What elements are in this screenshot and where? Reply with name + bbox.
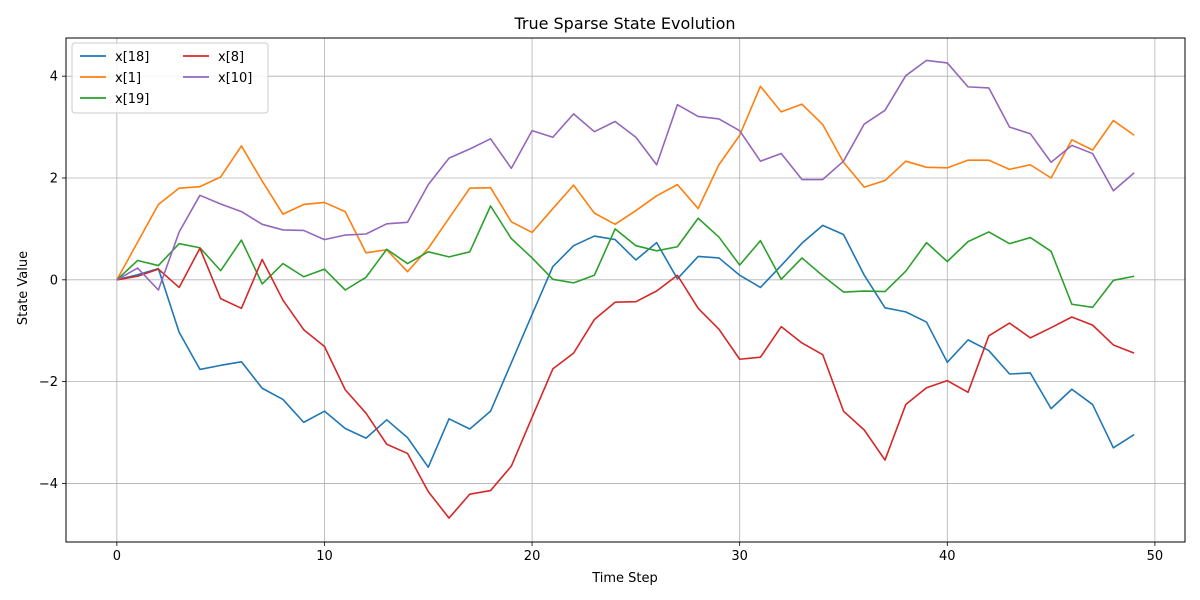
chart-title: True Sparse State Evolution xyxy=(513,14,735,33)
legend-label: x[1] xyxy=(115,71,141,86)
series-line-5 xyxy=(116,59,1135,291)
x-tick-label: 40 xyxy=(939,549,956,564)
y-tick-label: −2 xyxy=(39,375,58,390)
plot-frame xyxy=(65,37,1186,543)
y-axis-ticks: −4 −2 0 2 4 xyxy=(39,70,66,492)
x-tick-label: 20 xyxy=(524,549,541,564)
series-line-1 xyxy=(116,224,1135,468)
x-tick-label: 30 xyxy=(731,549,748,564)
series-line-4 xyxy=(116,247,1135,519)
y-tick-label: 2 xyxy=(50,172,58,187)
y-axis-label: State Value xyxy=(16,251,31,325)
series-line-3 xyxy=(116,205,1135,309)
y-tick-label: 0 xyxy=(50,273,58,288)
x-axis-ticks: 0 10 20 30 40 50 xyxy=(113,542,1163,564)
series-lines xyxy=(116,59,1135,519)
legend-box xyxy=(71,42,269,114)
legend-label: x[10] xyxy=(218,71,252,86)
y-tick-label: −4 xyxy=(39,477,58,492)
x-tick-label: 50 xyxy=(1147,549,1164,564)
grid-lines xyxy=(66,38,1185,542)
legend-label: x[19] xyxy=(115,92,149,107)
series-line-2 xyxy=(116,85,1135,281)
y-tick-label: 4 xyxy=(50,70,58,85)
x-tick-label: 0 xyxy=(113,549,121,564)
x-tick-label: 10 xyxy=(316,549,333,564)
x-axis-label: Time Step xyxy=(591,571,658,586)
legend: x[18] x[1] x[19] x[8] x[10] xyxy=(71,42,269,114)
legend-label: x[18] xyxy=(115,50,149,65)
legend-label: x[8] xyxy=(218,50,244,65)
